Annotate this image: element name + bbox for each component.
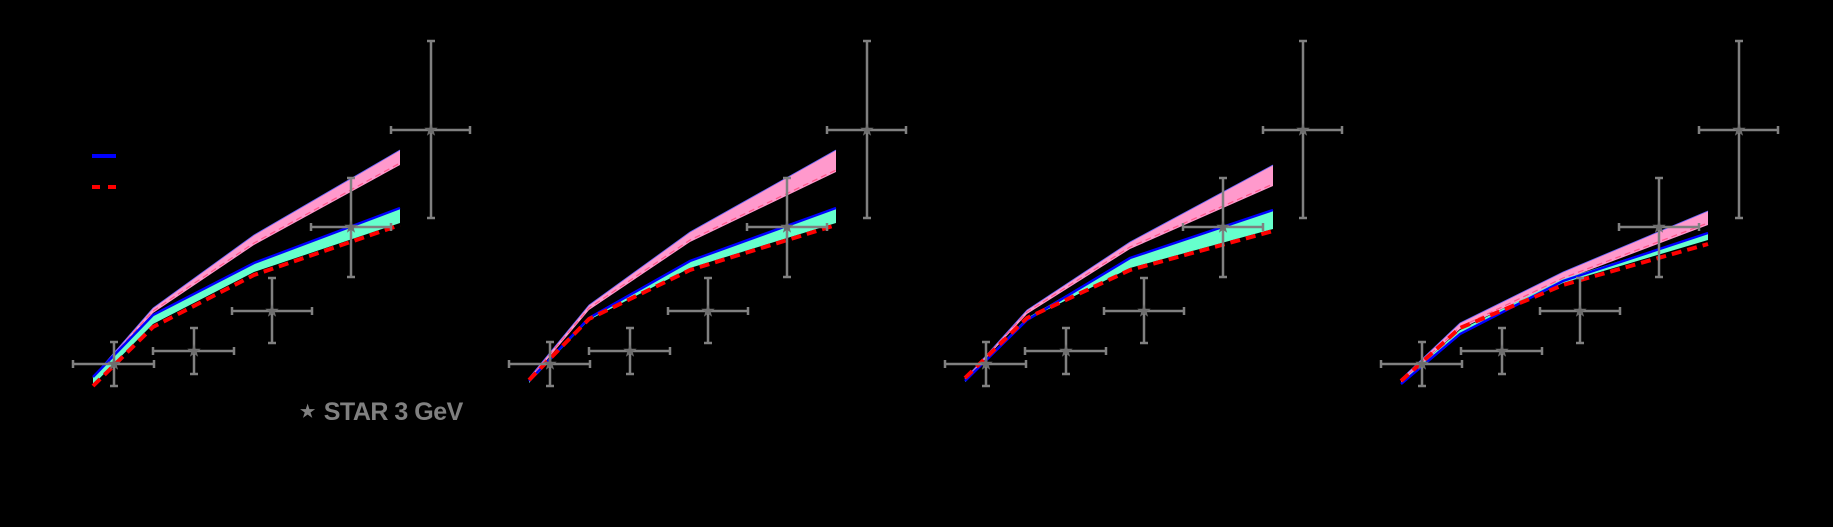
- data-point: [1617, 176, 1701, 279]
- data-point: [1538, 276, 1622, 345]
- star-marker-icon: [187, 344, 201, 357]
- upper-band: [1401, 211, 1708, 383]
- legend-entry-solid: [92, 140, 124, 171]
- upper-band-edge: [964, 183, 1274, 380]
- data-point: [1459, 326, 1544, 376]
- upper-band: [93, 150, 400, 380]
- data-legend: ★ STAR 3 GeV: [300, 398, 463, 427]
- solid-model-line: [92, 206, 401, 378]
- legend-entry-dashed: [92, 171, 124, 202]
- star-marker-icon: [1652, 220, 1666, 233]
- data-point: [1102, 276, 1186, 345]
- star-marker-icon: ★: [300, 401, 315, 421]
- data-point: [825, 39, 908, 220]
- star-marker-icon: [1495, 344, 1509, 357]
- star-marker-icon: [701, 304, 715, 317]
- data-point: [666, 276, 750, 345]
- star-marker-icon: [543, 357, 557, 370]
- dashed-model-line: [1399, 242, 1709, 383]
- star-marker-icon: [1137, 304, 1151, 317]
- data-point: [1023, 326, 1108, 376]
- upper-band: [965, 165, 1273, 381]
- data-point: [1261, 39, 1344, 220]
- star-marker-icon: [979, 357, 993, 370]
- dashed-model-line: [91, 223, 401, 388]
- panel-1: [71, 39, 472, 388]
- star-marker-icon: [1059, 344, 1073, 357]
- dashed-line-swatch-icon: [92, 184, 116, 189]
- data-point: [745, 176, 829, 279]
- star-marker-icon: [424, 123, 438, 136]
- lower-band: [965, 210, 1273, 382]
- star-marker-icon: [1573, 304, 1587, 317]
- data-point: [1697, 39, 1780, 220]
- solid-model-line: [528, 206, 837, 382]
- panel-4: [1379, 39, 1780, 388]
- dashed-model-line: [963, 229, 1274, 380]
- data-point: [1379, 340, 1464, 388]
- data-legend-label: STAR 3 GeV: [323, 398, 464, 426]
- star-marker-icon: [780, 220, 794, 233]
- upper-band-top-edge: [528, 149, 837, 379]
- star-marker-icon: [860, 123, 874, 136]
- data-point: [230, 276, 314, 345]
- star-marker-icon: [107, 357, 121, 370]
- data-point: [587, 326, 672, 376]
- lower-band: [529, 208, 836, 383]
- star-marker-icon: [344, 220, 358, 233]
- star-marker-icon: [1732, 123, 1746, 136]
- star-marker-icon: [1296, 123, 1310, 136]
- upper-band-top-edge: [964, 164, 1274, 380]
- data-point: [1181, 176, 1265, 279]
- model-legend: [92, 140, 124, 202]
- upper-band-edge: [528, 169, 837, 380]
- dashed-model-line: [527, 223, 837, 382]
- data-point: [507, 340, 592, 388]
- panel-3: [943, 39, 1344, 388]
- data-point: [309, 176, 393, 279]
- data-point: [151, 326, 236, 376]
- star-marker-icon: [1415, 357, 1429, 370]
- star-marker-icon: [623, 344, 637, 357]
- upper-band-top-edge: [92, 149, 401, 378]
- star-marker-icon: [1216, 220, 1230, 233]
- upper-band-top-edge: [1400, 210, 1709, 380]
- upper-band: [529, 150, 836, 381]
- panel-2: [507, 39, 908, 388]
- upper-band-edge: [1400, 222, 1709, 382]
- data-point: [943, 340, 1028, 388]
- lower-band: [93, 208, 400, 385]
- solid-line-swatch-icon: [92, 153, 116, 158]
- star-marker-icon: [265, 304, 279, 317]
- lower-band: [1401, 233, 1708, 384]
- data-point: [389, 39, 472, 220]
- data-point: [71, 340, 156, 388]
